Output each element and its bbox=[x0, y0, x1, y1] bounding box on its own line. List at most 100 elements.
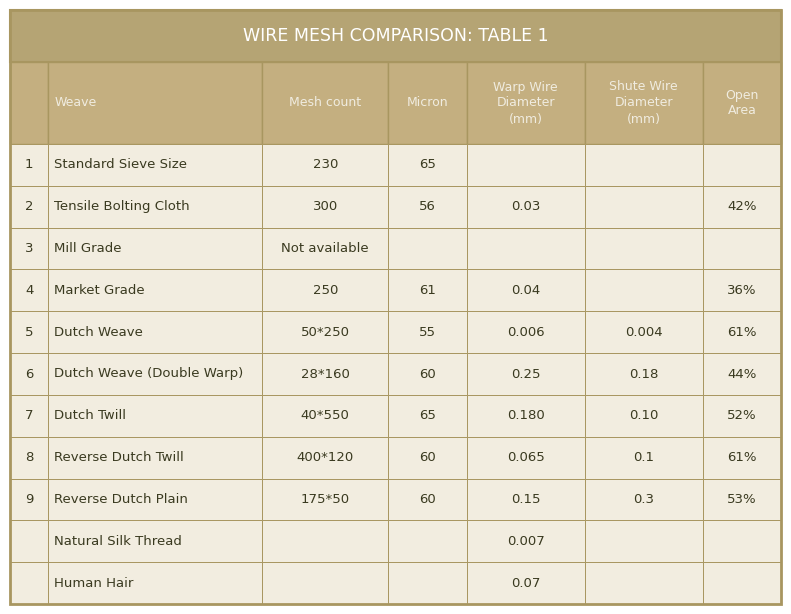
Text: 42%: 42% bbox=[727, 200, 757, 213]
Bar bbox=[388, 437, 467, 478]
Bar bbox=[467, 186, 585, 228]
Bar bbox=[585, 186, 702, 228]
Text: Weave: Weave bbox=[55, 96, 97, 109]
Text: 0.10: 0.10 bbox=[629, 410, 658, 422]
Bar bbox=[10, 10, 781, 62]
Bar bbox=[262, 562, 388, 604]
Bar bbox=[262, 353, 388, 395]
Bar bbox=[702, 144, 781, 186]
Text: Dutch Twill: Dutch Twill bbox=[55, 410, 127, 422]
Bar bbox=[702, 186, 781, 228]
Bar bbox=[467, 395, 585, 437]
Text: 56: 56 bbox=[419, 200, 436, 213]
Text: 0.18: 0.18 bbox=[629, 368, 658, 381]
Bar bbox=[48, 437, 262, 478]
Text: 8: 8 bbox=[25, 451, 33, 464]
Bar bbox=[262, 270, 388, 311]
Bar bbox=[702, 478, 781, 520]
Bar bbox=[388, 144, 467, 186]
Text: 52%: 52% bbox=[727, 410, 757, 422]
Text: 5: 5 bbox=[25, 325, 33, 339]
Text: Market Grade: Market Grade bbox=[55, 284, 145, 297]
Text: 2: 2 bbox=[25, 200, 33, 213]
Bar bbox=[467, 228, 585, 270]
Bar bbox=[467, 311, 585, 353]
Text: 9: 9 bbox=[25, 493, 33, 506]
Text: 55: 55 bbox=[419, 325, 436, 339]
Bar bbox=[585, 311, 702, 353]
Bar bbox=[262, 186, 388, 228]
Bar bbox=[585, 228, 702, 270]
Bar bbox=[48, 144, 262, 186]
Bar bbox=[467, 353, 585, 395]
Bar bbox=[388, 186, 467, 228]
Bar bbox=[10, 186, 48, 228]
Bar bbox=[10, 270, 48, 311]
Text: Micron: Micron bbox=[407, 96, 448, 109]
Bar bbox=[388, 228, 467, 270]
Text: Warp Wire
Diameter
(mm): Warp Wire Diameter (mm) bbox=[494, 80, 558, 125]
Text: 300: 300 bbox=[312, 200, 338, 213]
Bar bbox=[467, 562, 585, 604]
Bar bbox=[585, 144, 702, 186]
Text: 0.15: 0.15 bbox=[511, 493, 540, 506]
Text: Reverse Dutch Plain: Reverse Dutch Plain bbox=[55, 493, 188, 506]
Bar bbox=[48, 562, 262, 604]
Text: 40*550: 40*550 bbox=[301, 410, 350, 422]
Text: 0.03: 0.03 bbox=[511, 200, 540, 213]
Bar bbox=[702, 395, 781, 437]
Bar bbox=[262, 478, 388, 520]
Bar bbox=[702, 353, 781, 395]
Text: Dutch Weave: Dutch Weave bbox=[55, 325, 143, 339]
Text: Natural Silk Thread: Natural Silk Thread bbox=[55, 535, 182, 548]
Text: Human Hair: Human Hair bbox=[55, 577, 134, 589]
Text: Not available: Not available bbox=[282, 242, 369, 255]
Bar bbox=[10, 228, 48, 270]
Text: 53%: 53% bbox=[727, 493, 757, 506]
Bar bbox=[10, 478, 48, 520]
Bar bbox=[262, 228, 388, 270]
Text: 7: 7 bbox=[25, 410, 33, 422]
Text: 65: 65 bbox=[419, 410, 436, 422]
Text: 28*160: 28*160 bbox=[301, 368, 350, 381]
Text: 0.07: 0.07 bbox=[511, 577, 540, 589]
Bar bbox=[702, 520, 781, 562]
Bar bbox=[48, 478, 262, 520]
Text: 0.007: 0.007 bbox=[507, 535, 544, 548]
Bar bbox=[585, 353, 702, 395]
Text: 0.04: 0.04 bbox=[511, 284, 540, 297]
Text: 65: 65 bbox=[419, 158, 436, 171]
Text: Shute Wire
Diameter
(mm): Shute Wire Diameter (mm) bbox=[609, 80, 678, 125]
Bar bbox=[10, 520, 48, 562]
Bar bbox=[467, 62, 585, 144]
Text: 230: 230 bbox=[312, 158, 338, 171]
Bar bbox=[388, 270, 467, 311]
Text: 0.006: 0.006 bbox=[507, 325, 544, 339]
Bar bbox=[585, 562, 702, 604]
Text: Reverse Dutch Twill: Reverse Dutch Twill bbox=[55, 451, 184, 464]
Bar bbox=[585, 520, 702, 562]
Bar bbox=[585, 437, 702, 478]
Bar bbox=[467, 437, 585, 478]
Text: 44%: 44% bbox=[727, 368, 756, 381]
Text: 60: 60 bbox=[419, 493, 436, 506]
Text: 61: 61 bbox=[419, 284, 436, 297]
Bar bbox=[262, 144, 388, 186]
Bar bbox=[10, 311, 48, 353]
Bar bbox=[10, 62, 48, 144]
Bar bbox=[702, 562, 781, 604]
Text: 3: 3 bbox=[25, 242, 33, 255]
Bar bbox=[262, 62, 388, 144]
Text: Open
Area: Open Area bbox=[725, 88, 759, 117]
Text: WIRE MESH COMPARISON: TABLE 1: WIRE MESH COMPARISON: TABLE 1 bbox=[243, 27, 548, 45]
Text: 36%: 36% bbox=[727, 284, 757, 297]
Bar bbox=[48, 353, 262, 395]
Bar bbox=[388, 311, 467, 353]
Bar bbox=[10, 437, 48, 478]
Bar bbox=[48, 520, 262, 562]
Bar bbox=[10, 353, 48, 395]
Bar bbox=[262, 437, 388, 478]
Bar bbox=[467, 270, 585, 311]
Bar bbox=[585, 270, 702, 311]
Bar bbox=[388, 520, 467, 562]
